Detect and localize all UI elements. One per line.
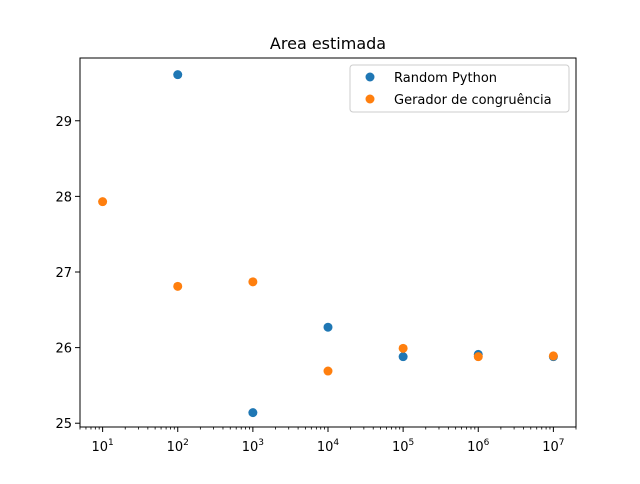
- x-tick-label-1: 101: [91, 438, 113, 455]
- y-tick-label-4: 28: [55, 190, 72, 205]
- x-tick-label-5: 105: [392, 438, 414, 455]
- data-point-series-2-2: [173, 281, 183, 291]
- data-point-series-2-7: [548, 351, 558, 361]
- y-tick-label-3: 27: [55, 266, 72, 281]
- x-tick-label-7: 107: [542, 438, 564, 455]
- data-point-series-2-6: [473, 352, 483, 362]
- x-tick-label-6: 106: [467, 438, 490, 455]
- legend-label-2: Gerador de congruência: [394, 93, 552, 108]
- data-point-series-1-2: [248, 408, 258, 418]
- x-tick-label-3: 103: [242, 438, 264, 455]
- data-point-series-1-1: [173, 70, 183, 80]
- data-point-series-1-3: [323, 322, 333, 332]
- x-tick-label-4: 104: [317, 438, 340, 455]
- legend: Random Python Gerador de congruência: [349, 64, 570, 113]
- data-point-series-2-4: [323, 366, 333, 376]
- data-point-series-2-3: [248, 277, 258, 287]
- data-point-series-2-5: [398, 343, 408, 353]
- y-tick-label-5: 29: [55, 115, 72, 130]
- y-tick-label-2: 26: [55, 342, 72, 357]
- data-point-series-2-1: [98, 197, 108, 207]
- chart-title: Area estimada: [270, 34, 386, 53]
- legend-marker-2: [365, 94, 375, 104]
- data-point-series-1-4: [398, 352, 408, 362]
- plot-area: 101 102 103 104 105 106 107 25 26 27 28 29 Random Py…: [55, 57, 577, 455]
- series-2: [98, 197, 558, 376]
- legend-label-1: Random Python: [394, 71, 497, 86]
- x-tick-label-2: 102: [167, 438, 189, 455]
- legend-box: [349, 64, 570, 113]
- y-tick-label-1: 25: [55, 417, 72, 432]
- legend-marker-1: [365, 72, 375, 82]
